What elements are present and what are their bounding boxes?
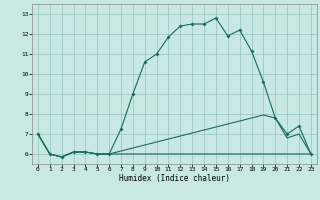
X-axis label: Humidex (Indice chaleur): Humidex (Indice chaleur) (119, 174, 230, 183)
